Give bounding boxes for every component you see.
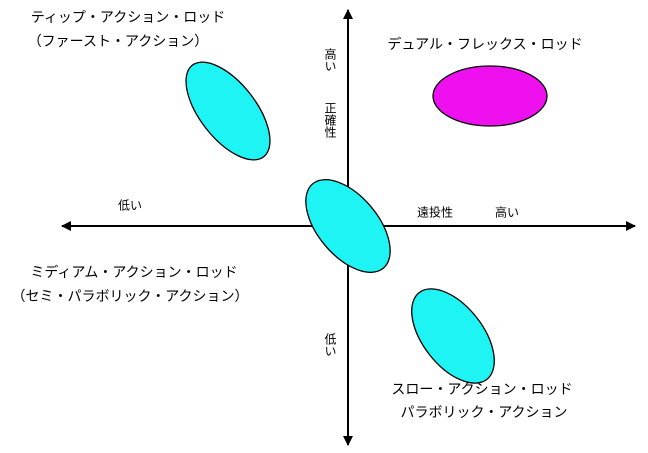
y-axis-low: 低い bbox=[323, 333, 337, 357]
y-axis-label: 正確性 bbox=[323, 102, 337, 139]
node-label: パラボリック・アクション bbox=[400, 405, 567, 421]
ellipse-dual-flex bbox=[432, 65, 548, 127]
node-label: デュアル・フレックス・ロッド bbox=[387, 36, 582, 53]
ellipse-tip-action bbox=[185, 61, 271, 161]
node-label: スロー・アクション・ロッド bbox=[391, 382, 572, 398]
x-axis-low: 低い bbox=[118, 199, 142, 213]
ellipse-medium-action bbox=[305, 179, 391, 273]
node-label: ミディアム・アクション・ロッド bbox=[30, 264, 237, 281]
node-label: （セミ・パラボリック・アクション） bbox=[11, 289, 248, 305]
y-axis-high: 高い bbox=[323, 47, 337, 72]
ellipse-slow-action bbox=[411, 288, 495, 384]
x-axis-label: 遠投性 bbox=[417, 205, 453, 220]
x-axis-high: 高い bbox=[495, 205, 519, 220]
node-label: ティップ・アクション・ロッド bbox=[31, 10, 225, 26]
node-label: （ファースト・アクション） bbox=[28, 34, 209, 50]
